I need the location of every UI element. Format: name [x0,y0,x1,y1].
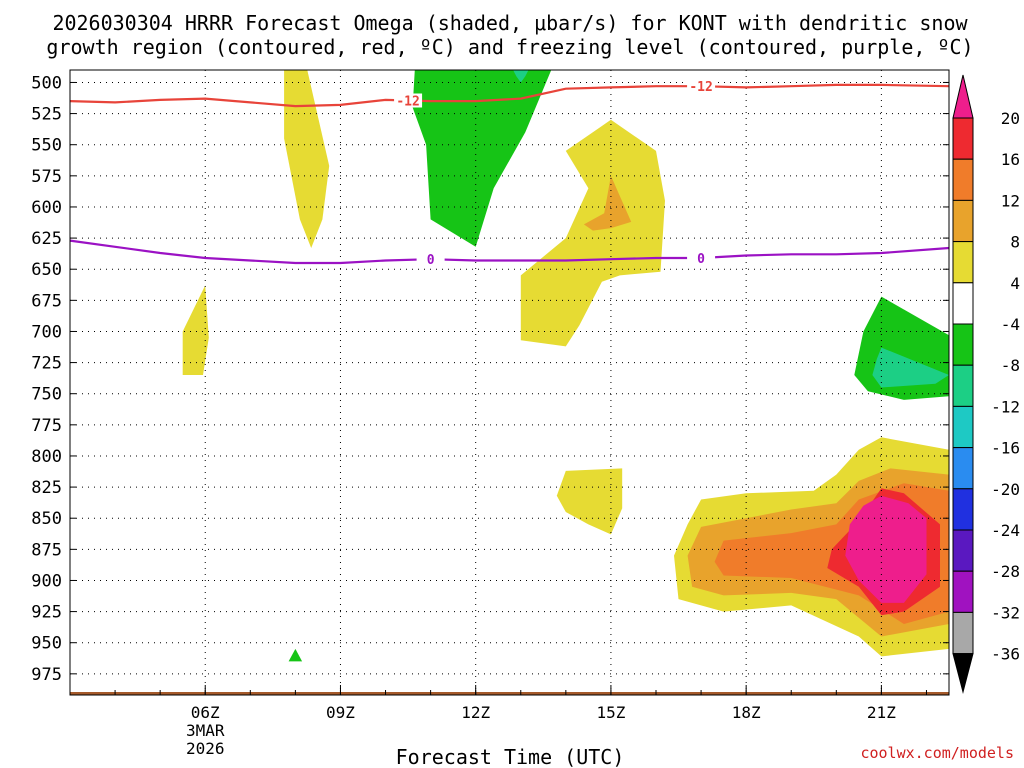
omega-region-6 [556,468,623,535]
colorbar-bin-8 [952,447,974,490]
contour-label-bg [394,93,423,108]
colorbar-label-7: -12 [991,397,1020,416]
x-tick-label-21Z: 21Z [867,703,896,722]
y-tick-label-500: 500 [31,73,62,93]
y-tick-label-575: 575 [31,167,62,187]
colorbar-label-5: -4 [1001,315,1020,334]
contour-label-1-1: 0 [697,252,705,267]
y-tick-label-850: 850 [31,509,62,529]
contour-label-1-0: 0 [427,253,435,268]
x-tick-label-09Z: 09Z [326,703,355,722]
omega-region-3 [513,70,529,83]
x-axis-title: Forecast Time (UTC) [396,745,625,768]
colorbar-label-12: -32 [991,603,1020,622]
colorbar-bin-7 [952,405,974,449]
contour-label-bg [687,250,716,265]
contour-label-0-0: -12 [396,95,419,110]
colorbar-top-arrow [952,74,974,119]
y-tick-label-675: 675 [31,291,62,311]
omega-region-1 [182,285,209,375]
colorbar-label-0: 20 [1001,109,1020,128]
y-tick-label-525: 525 [31,105,62,125]
contour-label-bg [416,252,445,267]
colorbar-label-3: 8 [1010,233,1020,252]
colorbar-label-4: 4 [1010,274,1020,293]
plot-fills [70,70,949,695]
y-tick-label-900: 900 [31,571,62,591]
x-tick-label-12Z: 12Z [461,703,490,722]
y-tick-label-550: 550 [31,136,62,156]
colorbar-label-11: -28 [991,562,1020,581]
colorbar-bin-9 [952,488,974,531]
y-tick-label-725: 725 [31,354,62,374]
contour-line-minus12 [69,83,950,108]
colorbar-label-2: 12 [1001,191,1020,210]
colorbar-label-1: 16 [1001,150,1020,169]
credit-text: coolwx.com/models [860,744,1014,762]
y-tick-label-650: 650 [31,260,62,280]
colorbar-bottom-arrow [952,653,974,694]
x-tick-label-15Z: 15Z [596,703,625,722]
y-axis: 500 525 550 575 600 625 650 675 700 725 750 775 800 8… [31,73,949,685]
colorbar-bin-0 [952,117,974,160]
colorbar-bin-6 [952,364,974,407]
colorbar-bin-5 [952,323,974,366]
colorbar-label-13: -36 [991,645,1020,664]
omega-region-5 [583,175,632,231]
colorbar-bin-1 [952,158,974,201]
x-tick-label-06Z: 06Z [191,703,220,722]
y-tick-label-825: 825 [31,478,62,498]
colorbar-label-10: -24 [991,521,1020,540]
colorbar-bin-4 [952,282,974,325]
colorbar-label-6: -8 [1001,356,1020,375]
omega-region-0 [284,70,330,248]
date-label-day: 3MAR [186,721,225,740]
plot-grid [70,70,949,695]
colorbar: 20 16 12 8 4 -4 -8 -12 -16 -20 -24 -28 -32 -36 [952,74,1020,694]
chart-title-line2: growth region (contoured, red, ºC) and f… [46,35,973,59]
plot-contours: -12 -12 0 0 [69,79,950,268]
colorbar-label-8: -16 [991,439,1020,458]
omega-region-14 [288,648,303,662]
omega-region-13 [872,347,949,388]
y-tick-label-600: 600 [31,198,62,218]
contour-line-zero [69,239,950,265]
y-tick-label-950: 950 [31,634,62,654]
y-tick-label-750: 750 [31,385,62,405]
colorbar-bin-12 [952,611,974,655]
surface-strip [70,692,949,695]
y-tick-label-800: 800 [31,447,62,467]
y-tick-label-975: 975 [31,665,62,685]
plot-frame [69,69,950,696]
colorbar-bin-10 [952,529,974,572]
omega-region-11 [845,495,927,603]
omega-regions [70,70,949,695]
y-tick-label-700: 700 [31,322,62,342]
contour-label-bg [687,79,716,94]
y-tick-label-925: 925 [31,603,62,623]
omega-region-2 [412,70,552,247]
omega-region-4 [520,119,665,347]
colorbar-label-9: -20 [991,480,1020,499]
colorbar-bin-11 [952,570,974,613]
colorbar-bin-2 [952,199,974,243]
y-tick-label-625: 625 [31,229,62,249]
chart-title-line1: 2026030304 HRRR Forecast Omega (shaded, … [52,11,968,35]
x-tick-label-18Z: 18Z [732,703,761,722]
date-label-year: 2026 [186,739,225,758]
y-tick-label-775: 775 [31,416,62,436]
y-tick-label-875: 875 [31,540,62,560]
contour-label-0-1: -12 [689,80,712,95]
colorbar-bin-3 [952,241,974,284]
